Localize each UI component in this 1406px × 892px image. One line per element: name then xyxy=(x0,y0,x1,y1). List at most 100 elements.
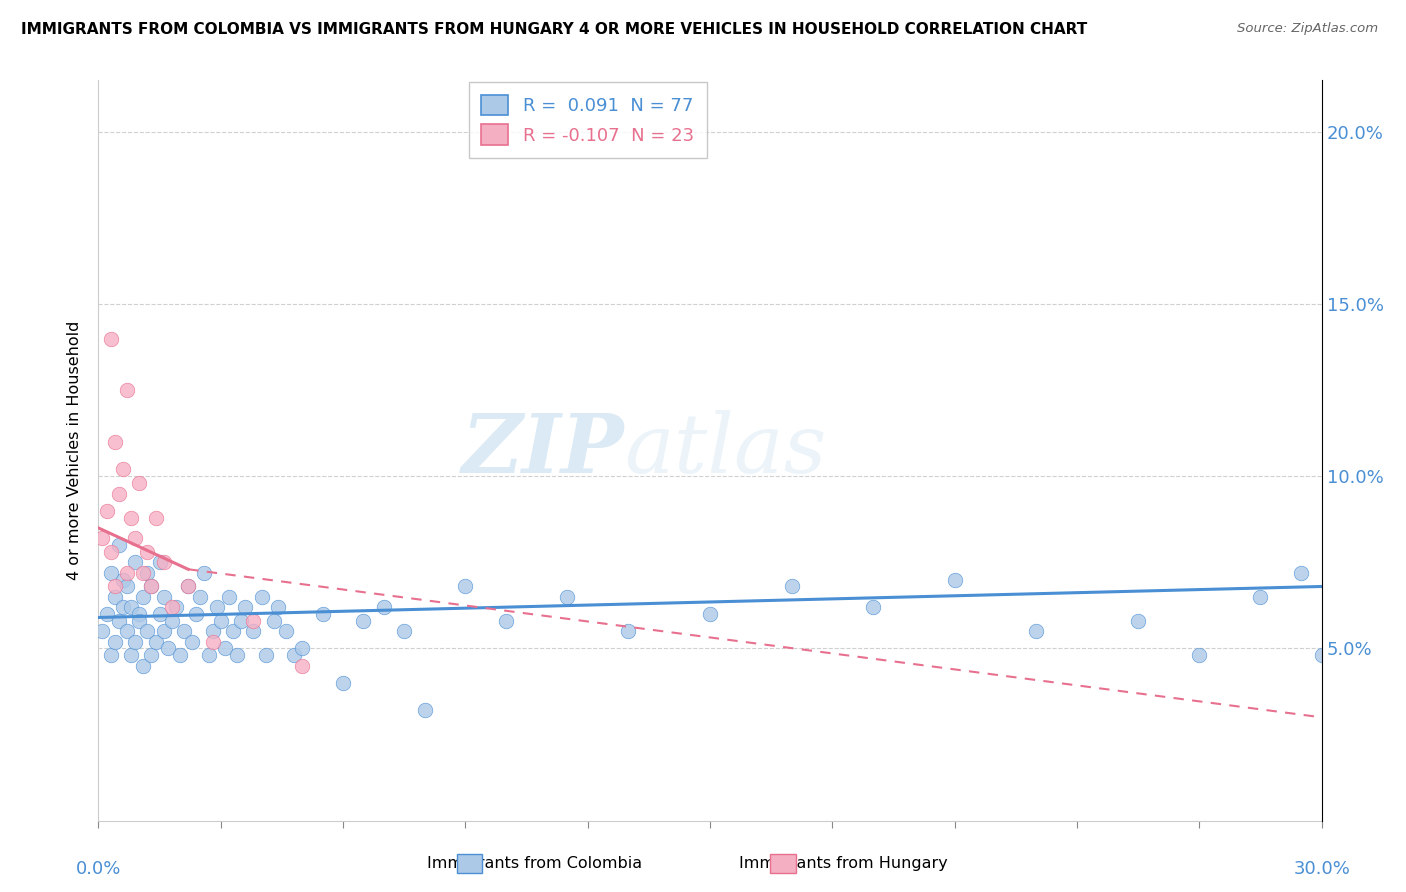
Point xyxy=(100,566,122,580)
Point xyxy=(149,607,172,621)
Point xyxy=(100,648,122,663)
Text: atlas: atlas xyxy=(624,410,827,491)
Point xyxy=(104,579,127,593)
Point xyxy=(373,600,395,615)
Point xyxy=(115,383,138,397)
Point xyxy=(555,590,579,604)
Point xyxy=(104,590,127,604)
Point xyxy=(128,607,150,621)
Point xyxy=(242,624,264,639)
Point xyxy=(149,555,172,569)
Point xyxy=(165,600,187,615)
Point xyxy=(231,614,253,628)
Text: Immigrants from Colombia: Immigrants from Colombia xyxy=(426,856,643,871)
Text: ZIP: ZIP xyxy=(461,410,624,491)
Point xyxy=(141,579,163,593)
Point xyxy=(188,590,212,604)
Point xyxy=(152,624,174,639)
Point xyxy=(160,600,183,615)
Point xyxy=(181,634,204,648)
Point xyxy=(254,648,277,663)
Text: 0.0%: 0.0% xyxy=(76,860,121,878)
Point xyxy=(291,641,314,656)
Point xyxy=(108,538,131,552)
Point xyxy=(91,624,114,639)
Text: 30.0%: 30.0% xyxy=(1294,860,1350,878)
Point xyxy=(943,573,966,587)
Point xyxy=(312,607,335,621)
Point xyxy=(156,641,179,656)
Point xyxy=(111,600,134,615)
Point xyxy=(145,510,167,524)
Point xyxy=(120,600,142,615)
Point xyxy=(141,579,163,593)
Point xyxy=(495,614,517,628)
Point xyxy=(96,504,118,518)
Point xyxy=(115,579,138,593)
Point xyxy=(193,566,215,580)
Point xyxy=(96,607,118,621)
Point xyxy=(136,566,159,580)
Point xyxy=(352,614,374,628)
Point xyxy=(201,634,224,648)
Point xyxy=(108,614,131,628)
Point xyxy=(226,648,249,663)
Point xyxy=(173,624,195,639)
Point xyxy=(141,648,163,663)
Point xyxy=(100,545,122,559)
Point xyxy=(283,648,305,663)
Point xyxy=(120,648,142,663)
Legend: R =  0.091  N = 77, R = -0.107  N = 23: R = 0.091 N = 77, R = -0.107 N = 23 xyxy=(468,82,707,158)
Point xyxy=(250,590,273,604)
Point xyxy=(392,624,416,639)
Point xyxy=(1128,614,1150,628)
Text: Immigrants from Hungary: Immigrants from Hungary xyxy=(740,856,948,871)
Point xyxy=(128,476,150,491)
Point xyxy=(169,648,191,663)
Point xyxy=(136,545,159,559)
Point xyxy=(205,600,228,615)
Point xyxy=(413,703,436,717)
Point xyxy=(214,641,236,656)
Point xyxy=(115,566,138,580)
Point xyxy=(132,590,155,604)
Point xyxy=(120,510,142,524)
Point xyxy=(124,555,146,569)
Point xyxy=(124,531,146,545)
Point xyxy=(132,566,155,580)
Point xyxy=(274,624,297,639)
Point xyxy=(160,614,183,628)
Y-axis label: 4 or more Vehicles in Household: 4 or more Vehicles in Household xyxy=(67,321,83,580)
Point xyxy=(152,555,174,569)
Point xyxy=(267,600,290,615)
Point xyxy=(132,658,155,673)
Point xyxy=(862,600,884,615)
Point xyxy=(100,332,122,346)
Point xyxy=(1188,648,1211,663)
Point xyxy=(128,614,150,628)
Point xyxy=(177,579,200,593)
Point xyxy=(233,600,256,615)
Point xyxy=(111,573,134,587)
Point xyxy=(197,648,219,663)
Point xyxy=(91,531,114,545)
Point xyxy=(332,676,354,690)
Point xyxy=(136,624,159,639)
Point xyxy=(1310,648,1333,663)
Point xyxy=(104,634,127,648)
Text: IMMIGRANTS FROM COLOMBIA VS IMMIGRANTS FROM HUNGARY 4 OR MORE VEHICLES IN HOUSEH: IMMIGRANTS FROM COLOMBIA VS IMMIGRANTS F… xyxy=(21,22,1087,37)
Point xyxy=(177,579,200,593)
Point xyxy=(218,590,240,604)
Text: Source: ZipAtlas.com: Source: ZipAtlas.com xyxy=(1237,22,1378,36)
Point xyxy=(209,614,232,628)
Point xyxy=(104,434,127,449)
Point xyxy=(201,624,224,639)
Point xyxy=(1025,624,1047,639)
Point xyxy=(111,462,134,476)
Point xyxy=(263,614,285,628)
Point xyxy=(1291,566,1313,580)
Point xyxy=(454,579,477,593)
Point xyxy=(186,607,208,621)
Point xyxy=(108,486,131,500)
Point xyxy=(115,624,138,639)
